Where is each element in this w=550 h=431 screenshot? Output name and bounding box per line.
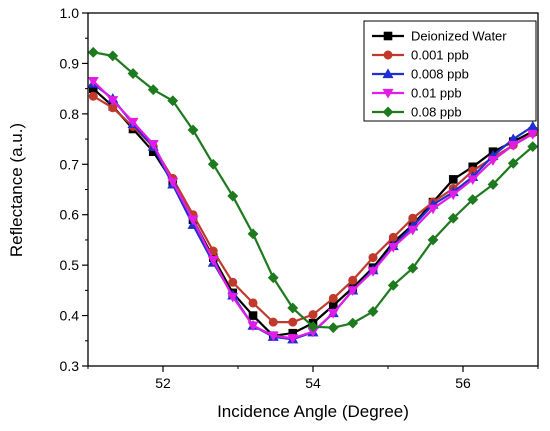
y-tick-label: 0.5 bbox=[60, 257, 80, 273]
data-point bbox=[288, 317, 298, 327]
series-1 bbox=[88, 91, 538, 327]
legend-marker bbox=[383, 31, 393, 41]
legend-label: 0.08 ppb bbox=[411, 105, 462, 120]
legend-label: 0.008 ppb bbox=[411, 67, 469, 82]
data-point bbox=[487, 179, 499, 190]
legend-marker bbox=[382, 68, 394, 79]
x-tick-label: 52 bbox=[155, 375, 171, 391]
data-point bbox=[467, 194, 479, 206]
data-point bbox=[127, 68, 139, 79]
data-point bbox=[247, 321, 259, 332]
data-point bbox=[347, 317, 359, 329]
data-point bbox=[507, 141, 519, 151]
x-axis-title: Incidence Angle (Degree) bbox=[217, 402, 409, 421]
data-point bbox=[348, 275, 358, 285]
data-point bbox=[147, 84, 159, 96]
data-point bbox=[387, 242, 399, 253]
data-point bbox=[307, 321, 319, 333]
data-point bbox=[107, 96, 119, 106]
data-point bbox=[327, 308, 339, 319]
y-tick-label: 0.4 bbox=[60, 308, 80, 324]
data-point bbox=[327, 322, 339, 334]
data-point bbox=[527, 141, 539, 153]
data-point bbox=[507, 157, 519, 169]
data-point bbox=[527, 129, 539, 140]
data-point bbox=[308, 310, 318, 320]
data-point bbox=[227, 190, 239, 202]
data-point bbox=[127, 117, 139, 128]
plot-content bbox=[87, 46, 539, 344]
data-point bbox=[267, 331, 279, 342]
data-point bbox=[268, 317, 278, 327]
data-point bbox=[367, 267, 379, 277]
data-point bbox=[487, 156, 499, 166]
data-point bbox=[427, 204, 439, 215]
legend-label: 0.001 ppb bbox=[411, 48, 469, 63]
legend-marker bbox=[383, 50, 393, 60]
data-point bbox=[248, 311, 258, 320]
data-point bbox=[227, 292, 239, 303]
data-point bbox=[407, 225, 419, 236]
data-point bbox=[107, 50, 119, 62]
data-point bbox=[287, 334, 299, 344]
data-point bbox=[387, 279, 399, 291]
series-0 bbox=[88, 84, 538, 341]
axis-ticks: 0.3 0.4 0.5 0.6 0.7 0.8 0.9 1.0 52 54 56 bbox=[60, 5, 539, 391]
data-point bbox=[368, 253, 378, 263]
legend-marker bbox=[382, 106, 394, 118]
data-point bbox=[407, 262, 419, 274]
data-point bbox=[347, 286, 359, 296]
series-4 bbox=[87, 46, 539, 334]
data-point bbox=[87, 76, 99, 87]
y-tick-label: 0.6 bbox=[60, 207, 80, 223]
data-point bbox=[87, 46, 99, 58]
y-axis-title: Reflectance (a.u.) bbox=[7, 123, 26, 257]
legend-marker bbox=[382, 88, 394, 99]
data-point bbox=[167, 95, 179, 107]
series-line bbox=[92, 87, 534, 337]
series-line bbox=[92, 95, 534, 324]
data-point bbox=[447, 190, 459, 201]
data-point bbox=[427, 234, 439, 246]
data-point bbox=[228, 277, 238, 287]
data-point bbox=[187, 124, 199, 136]
y-tick-label: 0.3 bbox=[60, 358, 80, 374]
data-point bbox=[167, 177, 179, 188]
series-line bbox=[92, 82, 534, 341]
legend: Deionized Water 0.001 ppb 0.008 ppb 0.01 pp… bbox=[363, 20, 537, 122]
y-tick-label: 1.0 bbox=[60, 5, 80, 21]
y-tick-label: 0.9 bbox=[60, 55, 80, 71]
data-point bbox=[328, 293, 338, 303]
data-point bbox=[367, 306, 379, 317]
data-point bbox=[88, 91, 98, 101]
data-point bbox=[447, 212, 459, 224]
y-tick-label: 0.7 bbox=[60, 156, 80, 172]
legend-label: Deionized Water bbox=[411, 29, 507, 44]
y-tick-label: 0.8 bbox=[60, 106, 80, 122]
data-point bbox=[527, 120, 539, 131]
legend-label: 0.01 ppb bbox=[411, 86, 462, 101]
legend-box bbox=[363, 20, 537, 122]
data-point bbox=[207, 255, 219, 266]
data-point bbox=[448, 175, 458, 184]
data-point bbox=[287, 302, 299, 314]
data-point bbox=[467, 175, 479, 186]
data-point bbox=[247, 228, 259, 240]
data-point bbox=[248, 298, 258, 308]
data-point bbox=[187, 215, 199, 226]
data-point bbox=[207, 158, 219, 170]
data-point bbox=[267, 272, 279, 284]
data-point bbox=[147, 140, 159, 150]
data-point bbox=[388, 232, 398, 242]
x-tick-label: 54 bbox=[305, 375, 321, 391]
x-tick-label: 56 bbox=[455, 375, 471, 391]
